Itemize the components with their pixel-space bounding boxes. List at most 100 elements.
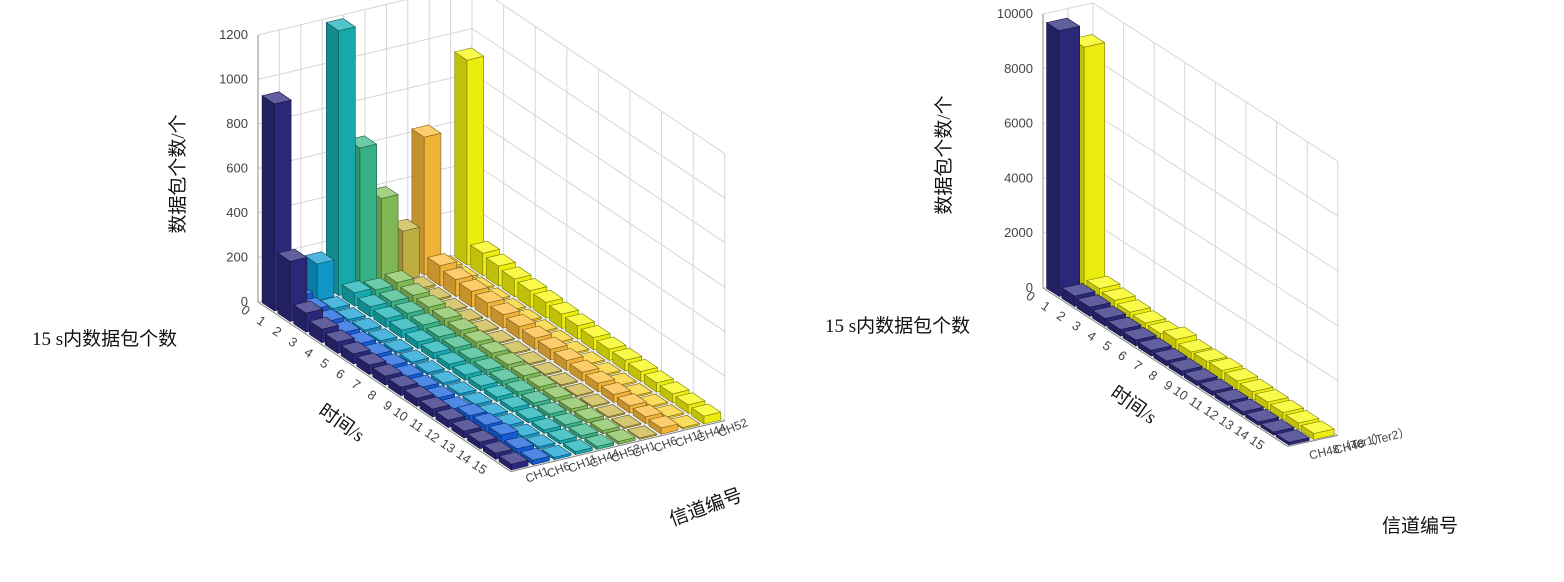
bar: [483, 384, 515, 403]
bars: [1045, 17, 1335, 446]
bar: [494, 352, 526, 371]
bar: [536, 401, 568, 419]
y-tick-label: CH48（Ter2）: [1333, 425, 1412, 457]
bar: [383, 338, 414, 355]
bar: [1300, 420, 1335, 441]
bar: [453, 47, 485, 266]
y-tick-label: CH52: [716, 415, 750, 440]
bar: [610, 414, 642, 430]
bar: [446, 381, 477, 397]
x-axis: [1042, 287, 1289, 447]
x-tick-label: 7: [1130, 357, 1145, 373]
x-tick-label: 3: [286, 334, 301, 350]
x-tick-label: 2: [1054, 308, 1069, 324]
x-tick-label: 2: [270, 323, 285, 339]
z-tick-label: 0: [241, 294, 248, 309]
bar: [325, 18, 357, 297]
z-tick-label: 1000: [219, 72, 248, 87]
bar: [583, 433, 615, 451]
bar: [557, 396, 589, 414]
bar: [1045, 17, 1081, 298]
bar: [579, 393, 610, 409]
x-tick-label: 10: [390, 404, 410, 425]
x-tick-label: 7: [349, 376, 364, 392]
bar: [1275, 429, 1310, 446]
bar: [530, 417, 562, 434]
x-tick-label: 3: [1069, 318, 1084, 334]
bar: [1260, 419, 1295, 436]
bar: [436, 351, 467, 371]
x-tick-label: 1: [1039, 298, 1054, 314]
z-tick-label: 400: [226, 205, 248, 220]
bar: [541, 444, 572, 461]
z-tick-label: 6000: [1004, 116, 1033, 131]
bar: [648, 415, 679, 435]
side-label: 15 s内数据包个数: [825, 315, 970, 337]
bar: [1229, 398, 1265, 416]
x-tick-label: 15: [1247, 432, 1267, 453]
x-tick-label: 1: [254, 313, 269, 329]
x-tick-label: 12: [1201, 403, 1221, 424]
z-tick-label: 8000: [1004, 61, 1033, 76]
z-axis-label: 数据包个数/个: [933, 95, 955, 214]
bar: [351, 317, 383, 334]
bar: [442, 267, 474, 297]
chart-ch48-packets: 0200040006000800010000012345678910111213…: [825, 2, 1458, 537]
bar: [690, 403, 722, 425]
bar: [473, 357, 504, 376]
x-tick-label: 14: [454, 446, 474, 467]
bar: [414, 360, 446, 376]
bar: [519, 447, 551, 466]
z-tick-label: 10000: [997, 6, 1033, 21]
z-tick-labels: 0 2000 4000 6000 8000 10000: [997, 6, 1033, 295]
x-tick-label: 14: [1232, 422, 1252, 443]
side-label: 15 s内数据包个数: [32, 328, 177, 350]
z-tick-label: 4000: [1004, 170, 1033, 185]
x-tick-label: 10: [1170, 383, 1190, 404]
bar: [498, 451, 529, 471]
x-tick-label: 8: [365, 387, 380, 403]
z-tick-label: 800: [226, 116, 248, 131]
x-tick-label: 5: [1100, 338, 1115, 354]
y-axis: [510, 420, 725, 473]
x-tick-label: 15: [469, 457, 489, 478]
bar: [573, 407, 605, 424]
bar: [589, 418, 621, 435]
z-tick-label: 0: [1026, 280, 1033, 295]
bar: [462, 391, 493, 408]
bar: [605, 428, 636, 445]
z-tick-label: 2000: [1004, 225, 1033, 240]
bar: [595, 404, 626, 419]
x-axis: [257, 301, 512, 473]
x-tick-label: 4: [302, 344, 317, 360]
bar: [626, 425, 658, 440]
bar: [562, 439, 594, 456]
x-tick-label: 4: [1085, 328, 1100, 344]
z-tick-label: 1200: [219, 27, 248, 42]
y-axis-label: 信道编号: [1382, 515, 1458, 537]
bar: [520, 390, 552, 408]
x-tick-label: 13: [438, 436, 458, 457]
x-tick-label: 5: [317, 355, 332, 371]
x-tick-label: 12: [422, 425, 442, 446]
bar: [430, 370, 462, 387]
x-tick-label: 6: [333, 366, 348, 382]
bar: [1198, 378, 1234, 397]
bar: [547, 372, 579, 387]
z-axis-label: 数据包个数/个: [167, 114, 189, 233]
bar: [367, 328, 398, 344]
z-tick-label: 200: [226, 250, 248, 265]
y-axis: [1287, 434, 1338, 447]
x-tick-label: 6: [1115, 347, 1130, 363]
bars: [261, 18, 722, 471]
x-tick-label: 13: [1216, 413, 1236, 434]
x-tick-label: 11: [407, 415, 427, 435]
bar: [552, 412, 583, 429]
bar: [447, 317, 478, 339]
x-axis-label: 时间/s: [1106, 382, 1160, 429]
bar: [499, 395, 530, 413]
bar: [542, 385, 573, 403]
x-tick-label: 8: [1146, 367, 1161, 383]
chart-channel-packets: 0200400600800100012000123456789101112131…: [32, 0, 750, 531]
